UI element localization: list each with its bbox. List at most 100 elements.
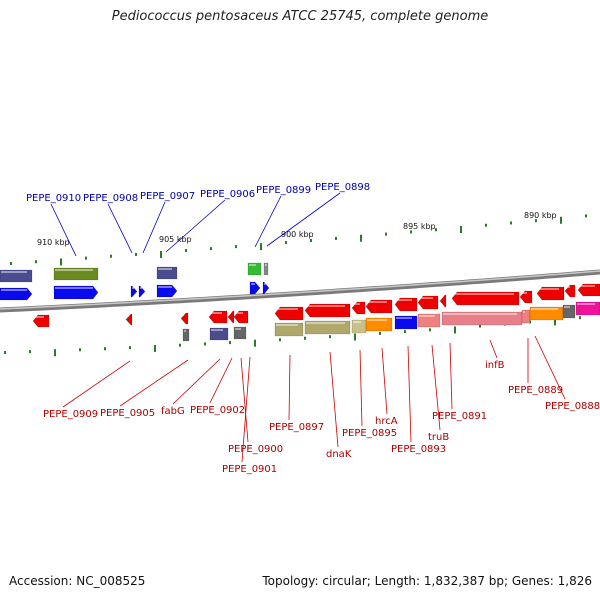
outer-tick — [485, 223, 487, 227]
label-leader-line — [329, 351, 339, 448]
inner-tick — [179, 343, 181, 347]
gene-arrow-reverse-shine — [396, 299, 412, 301]
gene-box — [209, 327, 229, 341]
gene-arrow-reverse-shine — [453, 293, 514, 295]
outer-tick — [435, 228, 437, 232]
inner-tick — [204, 342, 206, 346]
inner-tick — [554, 318, 556, 326]
gene-label: PEPE_0891 — [432, 411, 487, 422]
inner-tick — [354, 333, 356, 341]
gene-arrow-reverse — [417, 295, 439, 310]
inner-tick — [4, 351, 6, 354]
gene-label: PEPE_0889 — [508, 385, 563, 396]
outer-tick — [10, 262, 12, 265]
kbp-label: 890 kbp — [524, 211, 557, 220]
gene-arrow-reverse — [351, 301, 366, 315]
gene-box-shine — [367, 319, 387, 321]
inner-tick — [404, 330, 406, 334]
gene-arrow-forward — [249, 281, 261, 295]
gene-arrow-forward-shine — [55, 287, 93, 289]
outer-tick — [360, 234, 362, 242]
gene-box — [263, 262, 269, 276]
gene-arrow-reverse — [227, 310, 235, 324]
gene-box-shine — [158, 268, 172, 270]
gene-box-shine — [306, 322, 345, 324]
gene-box-shine — [419, 315, 435, 317]
gene-arrow-reverse-shine — [229, 312, 231, 314]
outer-tick — [385, 232, 387, 236]
outer-tick — [185, 249, 187, 253]
outer-tick — [510, 221, 512, 225]
gene-arrow-reverse — [451, 291, 520, 306]
kbp-label: 900 kbp — [281, 230, 314, 239]
gene-arrow-forward-shine — [251, 283, 255, 285]
outer-tick — [160, 251, 162, 258]
label-leader-line — [489, 339, 498, 359]
gene-arrow-forward — [130, 285, 138, 298]
outer-tick — [310, 239, 312, 242]
gene-box-shine — [235, 328, 241, 330]
gene-box-shine — [184, 330, 186, 332]
outer-tick — [35, 260, 37, 264]
gene-box-shine — [353, 321, 361, 323]
gene-label: PEPE_0888 — [545, 401, 600, 412]
outer-tick — [260, 243, 262, 251]
gene-arrow-reverse — [32, 314, 50, 328]
gene-arrow-reverse-shine — [367, 301, 387, 303]
gene-box-shine — [443, 313, 517, 315]
gene-box — [351, 319, 367, 334]
gene-box — [529, 306, 564, 321]
gene-label: infB — [485, 360, 505, 371]
genome-summary: Topology: circular; Length: 1,832,387 bp… — [262, 574, 592, 588]
gene-box — [521, 309, 531, 324]
gene-box-shine — [523, 311, 525, 313]
inner-tick — [229, 341, 231, 345]
gene-arrow-reverse — [180, 312, 189, 325]
label-leader-line — [50, 203, 77, 257]
label-leader-line — [534, 335, 566, 400]
inner-tick — [304, 336, 306, 340]
gene-arrow-reverse — [577, 283, 600, 297]
gene-arrow-forward — [156, 284, 178, 298]
kbp-label: 910 kbp — [37, 238, 70, 247]
inner-tick — [79, 348, 81, 352]
outer-tick — [60, 258, 62, 266]
label-leader-line — [209, 357, 233, 404]
gene-arrow-forward-shine — [1, 289, 27, 291]
outer-tick — [560, 216, 562, 224]
label-leader-line — [381, 347, 388, 415]
gene-arrow-reverse-shine — [419, 297, 433, 299]
gene-arrow-reverse — [519, 290, 533, 304]
label-leader-line — [266, 192, 341, 247]
gene-box-shine — [531, 308, 558, 310]
genome-backbone — [0, 269, 600, 313]
inner-tick — [379, 331, 381, 335]
gene-label: PEPE_0900 — [228, 444, 283, 455]
inner-tick — [254, 339, 256, 347]
gene-box — [394, 315, 418, 330]
label-leader-line — [288, 354, 291, 421]
inner-tick — [454, 326, 456, 334]
gene-arrow-forward-shine — [264, 283, 266, 285]
gene-arrow-reverse — [536, 286, 565, 301]
label-leader-line — [407, 345, 412, 443]
gene-arrow-reverse-shine — [306, 305, 345, 307]
gene-box-shine — [55, 269, 93, 271]
gene-box — [365, 317, 393, 332]
inner-tick — [104, 347, 106, 351]
gene-box — [247, 262, 262, 276]
gene-label: PEPE_0898 — [315, 182, 370, 193]
label-leader-line — [254, 195, 282, 248]
label-leader-line — [119, 359, 189, 407]
gene-box-shine — [1, 271, 27, 273]
gene-box — [575, 301, 600, 316]
gene-box — [417, 313, 441, 328]
gene-arrow-reverse-shine — [127, 315, 129, 317]
gene-label: fabG — [161, 406, 185, 417]
gene-box-shine — [265, 264, 267, 266]
gene-box-shine — [577, 303, 595, 305]
inner-tick — [29, 350, 31, 354]
inner-tick — [479, 324, 481, 328]
gene-arrow-reverse — [274, 306, 304, 321]
